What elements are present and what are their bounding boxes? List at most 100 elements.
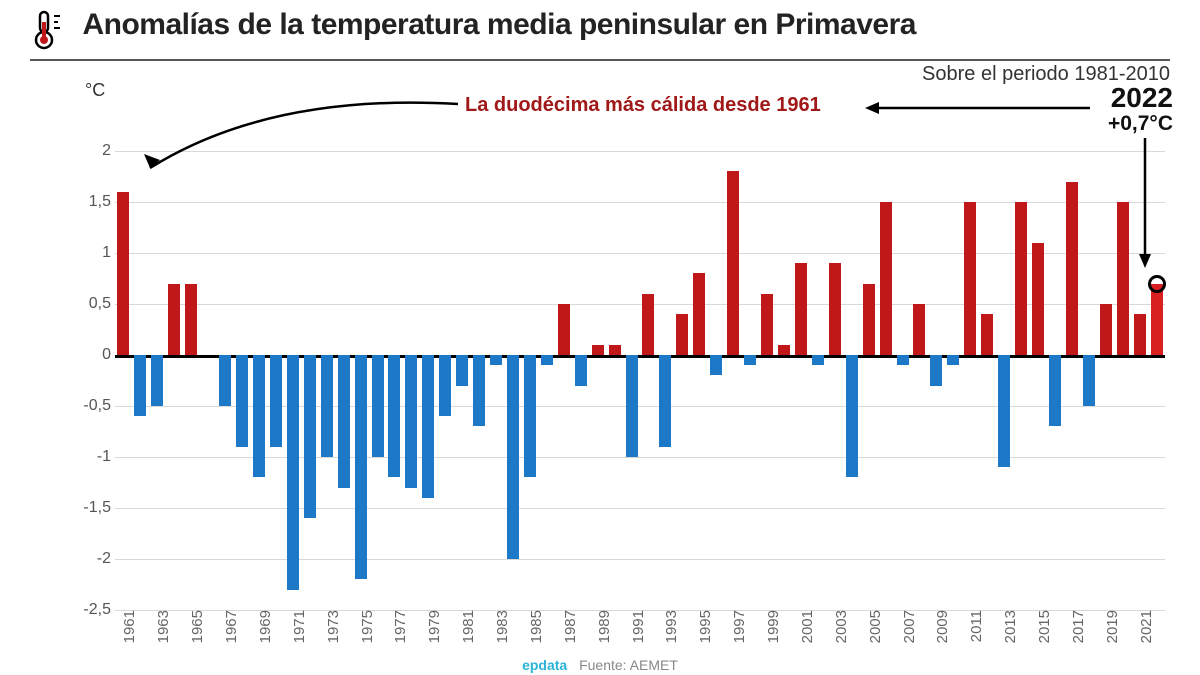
bar [372, 355, 384, 457]
thermometer-icon [30, 8, 70, 55]
x-tick-label: 1977 [392, 610, 400, 643]
bar [981, 314, 993, 355]
bar [964, 202, 976, 355]
bar [456, 355, 468, 386]
x-tick-label: 1973 [325, 610, 333, 643]
bar [1134, 314, 1146, 355]
bar [727, 171, 739, 355]
bar [168, 284, 180, 355]
bar [846, 355, 858, 477]
bar [1117, 202, 1129, 355]
bar [185, 284, 197, 355]
bar [558, 304, 570, 355]
bar [913, 304, 925, 355]
y-tick-label: -1 [73, 448, 111, 466]
bar [1066, 182, 1078, 355]
bar [439, 355, 451, 416]
bar [117, 192, 129, 355]
x-tick-label: 2021 [1138, 610, 1146, 643]
bar [1083, 355, 1095, 406]
x-tick-label: 2017 [1070, 610, 1078, 643]
bar [998, 355, 1010, 467]
x-tick-label: 1979 [426, 610, 434, 643]
bar [219, 355, 231, 406]
x-tick-label: 1993 [663, 610, 671, 643]
x-tick-label: 1989 [596, 610, 604, 643]
x-tick-label: 2015 [1036, 610, 1044, 643]
x-tick-label: 1991 [630, 610, 638, 643]
bar [287, 355, 299, 590]
x-tick-label: 1985 [528, 610, 536, 643]
bar [880, 202, 892, 355]
x-tick-label: 1961 [121, 610, 129, 643]
bar [744, 355, 756, 365]
y-axis-unit: °C [85, 80, 105, 101]
bar [609, 345, 621, 355]
annotation-text: La duodécima más cálida desde 1961 [465, 94, 821, 117]
bar [575, 355, 587, 386]
arrow-left [130, 98, 460, 188]
bar [507, 355, 519, 559]
y-tick-label: -2 [73, 550, 111, 568]
arrow-right [865, 100, 1095, 116]
bar [1049, 355, 1061, 426]
bar [321, 355, 333, 457]
bar [659, 355, 671, 447]
arrow-down [1137, 138, 1153, 268]
x-tick-label: 1967 [223, 610, 231, 643]
bar [304, 355, 316, 518]
chart-plot-area: -2,5-2-1,5-1-0,500,511,52 19611963196519… [115, 100, 1165, 610]
bar [1032, 243, 1044, 355]
x-tick-label: 1981 [460, 610, 468, 643]
y-tick-label: -2,5 [73, 601, 111, 619]
x-tick-label: 2005 [867, 610, 875, 643]
bar [863, 284, 875, 355]
x-tick-label: 2003 [833, 610, 841, 643]
y-tick-label: 0 [73, 346, 111, 364]
y-tick-label: -1,5 [73, 499, 111, 517]
bar [676, 314, 688, 355]
bar [253, 355, 265, 477]
y-tick-label: 2 [73, 142, 111, 160]
bar [710, 355, 722, 375]
x-tick-label: 2001 [799, 610, 807, 643]
bar [473, 355, 485, 426]
bar [1015, 202, 1027, 355]
bar [355, 355, 367, 579]
y-tick-label: 1,5 [73, 193, 111, 211]
bar [422, 355, 434, 498]
x-tick-label: 1987 [562, 610, 570, 643]
highlight-circle [1148, 275, 1166, 293]
y-tick-label: 0,5 [73, 295, 111, 313]
x-tick-label: 2011 [968, 610, 976, 642]
bar [541, 355, 553, 365]
year-callout-value: +0,7°C [1108, 112, 1173, 136]
x-tick-label: 2009 [934, 610, 942, 643]
bar [897, 355, 909, 365]
bar [829, 263, 841, 355]
bar [1100, 304, 1112, 355]
bar [930, 355, 942, 386]
bar [338, 355, 350, 488]
x-tick-label: 1963 [155, 610, 163, 643]
bar [642, 294, 654, 355]
bar [592, 345, 604, 355]
x-tick-label: 1969 [257, 610, 265, 643]
bar [388, 355, 400, 477]
y-tick-label: -0,5 [73, 397, 111, 415]
x-tick-label: 1983 [494, 610, 502, 643]
x-tick-label: 2013 [1002, 610, 1010, 643]
x-tick-label: 1999 [765, 610, 773, 643]
x-tick-label: 1971 [291, 610, 299, 643]
chart-title: Anomalías de la temperatura media penins… [82, 8, 916, 42]
bar [626, 355, 638, 457]
y-tick-label: 1 [73, 244, 111, 262]
bar [490, 355, 502, 365]
source-credit: epdata Fuente: AEMET [522, 657, 678, 673]
bar [693, 273, 705, 355]
x-tick-label: 2007 [901, 610, 909, 643]
source-logo: epdata [522, 657, 567, 673]
bar [812, 355, 824, 365]
source-text: Fuente: AEMET [579, 657, 678, 673]
bar [795, 263, 807, 355]
